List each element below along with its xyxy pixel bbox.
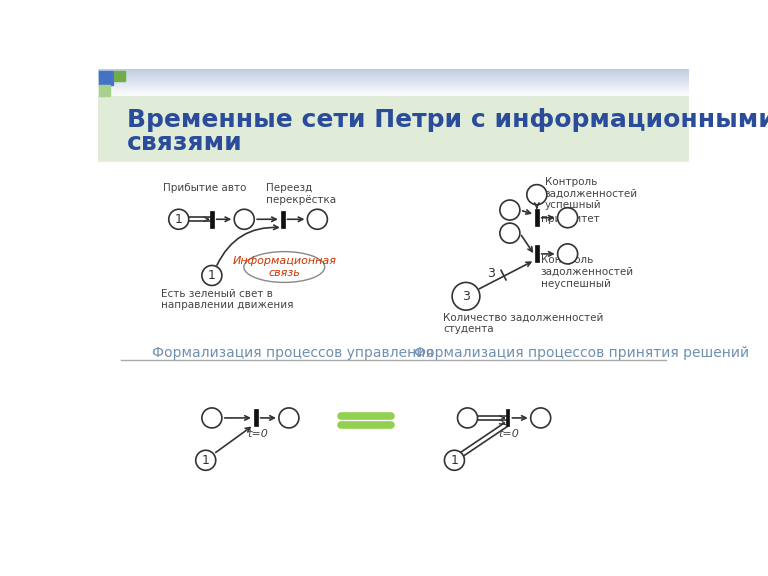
Text: 1: 1 xyxy=(202,454,210,467)
Bar xyxy=(98,83,690,84)
Circle shape xyxy=(452,282,480,310)
Circle shape xyxy=(458,408,478,428)
Bar xyxy=(98,74,690,75)
Bar xyxy=(98,78,690,79)
Text: 3: 3 xyxy=(462,290,470,303)
Text: связями: связями xyxy=(127,131,243,155)
Bar xyxy=(98,77,690,78)
Text: t=0: t=0 xyxy=(498,429,519,439)
Text: 3: 3 xyxy=(487,267,495,280)
Bar xyxy=(100,71,114,85)
Circle shape xyxy=(500,223,520,243)
Circle shape xyxy=(202,266,222,286)
Text: Есть зеленый свет в
направлении движения: Есть зеленый свет в направлении движения xyxy=(161,289,293,310)
Circle shape xyxy=(500,200,520,220)
Bar xyxy=(254,410,258,426)
Text: Прибытие авто: Прибытие авто xyxy=(164,183,247,193)
Bar xyxy=(98,81,690,82)
Bar xyxy=(535,245,538,263)
Text: Контроль
задолженностей
неуспешный: Контроль задолженностей неуспешный xyxy=(541,256,634,289)
Circle shape xyxy=(279,408,299,428)
Text: 1: 1 xyxy=(175,213,183,226)
Bar xyxy=(98,95,690,96)
Bar xyxy=(98,69,690,70)
Bar xyxy=(100,85,111,96)
Bar xyxy=(98,87,690,88)
Circle shape xyxy=(196,450,216,470)
Bar xyxy=(98,88,690,89)
Bar xyxy=(98,84,690,85)
Bar xyxy=(98,86,690,87)
Circle shape xyxy=(558,244,578,264)
Circle shape xyxy=(531,408,551,428)
Circle shape xyxy=(445,450,465,470)
Bar xyxy=(98,79,690,80)
Bar xyxy=(98,93,690,94)
Bar xyxy=(98,80,690,81)
Text: приоритет: приоритет xyxy=(541,214,599,224)
Bar xyxy=(98,82,690,83)
Bar xyxy=(98,96,690,161)
Bar xyxy=(98,85,690,86)
Bar xyxy=(98,75,690,76)
Bar xyxy=(98,92,690,93)
Bar xyxy=(281,211,285,228)
Bar xyxy=(98,76,690,77)
Bar xyxy=(98,94,690,95)
Text: t=0: t=0 xyxy=(247,429,268,439)
Bar xyxy=(98,89,690,90)
Text: Формализация процессов управления: Формализация процессов управления xyxy=(152,346,434,361)
Circle shape xyxy=(202,408,222,428)
Text: 1: 1 xyxy=(208,269,216,282)
Bar xyxy=(98,71,690,72)
Bar xyxy=(210,211,214,228)
Bar xyxy=(98,161,690,513)
Bar xyxy=(98,73,690,74)
Bar xyxy=(505,410,509,426)
Text: Формализация процессов принятия решений: Формализация процессов принятия решений xyxy=(414,346,749,361)
Bar xyxy=(98,70,690,71)
FancyArrowPatch shape xyxy=(217,225,278,266)
Text: Переезд
перекрёстка: Переезд перекрёстка xyxy=(266,183,336,204)
Circle shape xyxy=(527,185,547,204)
Bar xyxy=(98,72,690,73)
Text: 1: 1 xyxy=(451,454,458,467)
Bar xyxy=(535,209,538,226)
Circle shape xyxy=(558,208,578,228)
Circle shape xyxy=(307,209,327,229)
Bar xyxy=(114,71,125,81)
Text: Количество задолженностей
студента: Количество задолженностей студента xyxy=(443,312,603,334)
Text: Контроль
задолженностей
успешный: Контроль задолженностей успешный xyxy=(545,177,637,210)
Circle shape xyxy=(234,209,254,229)
Circle shape xyxy=(169,209,189,229)
Bar xyxy=(98,90,690,92)
Text: Временные сети Петри с информационными: Временные сети Петри с информационными xyxy=(127,108,768,132)
Ellipse shape xyxy=(243,252,325,282)
Text: Информационная
связь: Информационная связь xyxy=(232,256,336,278)
